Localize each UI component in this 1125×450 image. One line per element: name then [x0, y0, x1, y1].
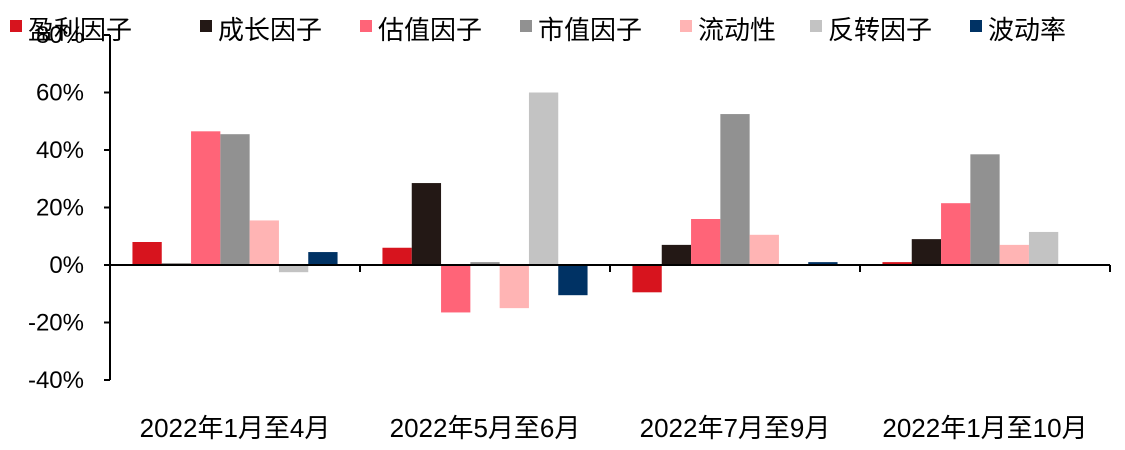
bar — [528, 92, 559, 265]
y-tick-label: -20% — [28, 310, 84, 337]
legend-swatch — [520, 20, 532, 32]
legend-item: 波动率 — [970, 16, 1066, 46]
legend-label: 波动率 — [988, 16, 1066, 46]
bar — [249, 220, 279, 265]
legend-label: 成长因子 — [218, 16, 322, 46]
y-tick-label: 80% — [36, 22, 84, 49]
bar — [278, 265, 309, 273]
legend-label: 流动性 — [698, 16, 776, 46]
legend-swatch — [200, 20, 212, 32]
bar — [808, 262, 838, 266]
bar — [691, 219, 721, 265]
legend-swatch — [970, 20, 982, 32]
legend-label: 估值因子 — [378, 16, 482, 46]
y-tick-label: 0% — [49, 252, 84, 279]
bars-layer — [132, 92, 1059, 313]
bar — [411, 183, 442, 265]
bar — [132, 242, 162, 265]
legend-swatch — [10, 20, 22, 32]
legend-item: 成长因子 — [200, 16, 322, 46]
legend-label: 反转因子 — [828, 16, 932, 46]
bar — [970, 154, 1000, 265]
bar — [220, 134, 250, 265]
x-category-label: 2022年5月至6月 — [390, 413, 581, 443]
bar — [720, 114, 750, 265]
x-category-label: 2022年7月至9月 — [640, 413, 831, 443]
legend-swatch — [360, 20, 372, 32]
bar — [499, 265, 529, 309]
bar — [911, 239, 942, 266]
bar — [882, 262, 912, 266]
bar — [558, 265, 588, 296]
legend: 盈利因子 成长因子 估值因子 市值因子 流动性 反转因子 波动率 — [10, 16, 1066, 46]
y-tick-label: 20% — [36, 195, 84, 222]
legend-item: 估值因子 — [360, 16, 482, 46]
bar — [632, 265, 662, 293]
legend-label: 盈利因子 — [28, 16, 132, 46]
bar — [749, 234, 779, 265]
legend-item: 盈利因子 — [10, 16, 132, 46]
x-category-label: 2022年1月至10月 — [882, 413, 1087, 443]
legend-item: 反转因子 — [810, 16, 932, 46]
legend-item: 市值因子 — [520, 16, 642, 46]
bar — [999, 244, 1029, 266]
legend-swatch — [680, 20, 692, 32]
x-category-label: 2022年1月至4月 — [140, 413, 331, 443]
bar — [382, 247, 412, 265]
bar — [1028, 231, 1059, 265]
bar — [470, 262, 500, 266]
legend-label: 市值因子 — [538, 16, 642, 46]
y-tick-label: -40% — [28, 367, 84, 394]
bar — [308, 252, 338, 265]
y-tick-label: 40% — [36, 137, 84, 164]
legend-swatch — [810, 20, 822, 32]
bar — [191, 131, 221, 265]
y-tick-label: 60% — [36, 80, 84, 107]
bar — [441, 265, 471, 313]
legend-item: 流动性 — [680, 16, 776, 46]
bar — [661, 244, 692, 266]
bar — [941, 203, 971, 265]
axes-layer: -40% -20% 0% 20% 40% 60% 80% 2022年1月至4月 2022年5月至… — [28, 22, 1111, 443]
